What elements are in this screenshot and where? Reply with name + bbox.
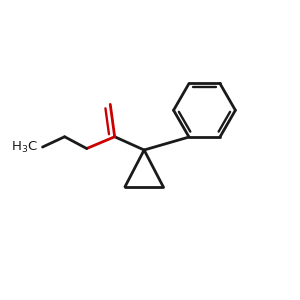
Text: H$_3$C: H$_3$C — [11, 140, 38, 154]
